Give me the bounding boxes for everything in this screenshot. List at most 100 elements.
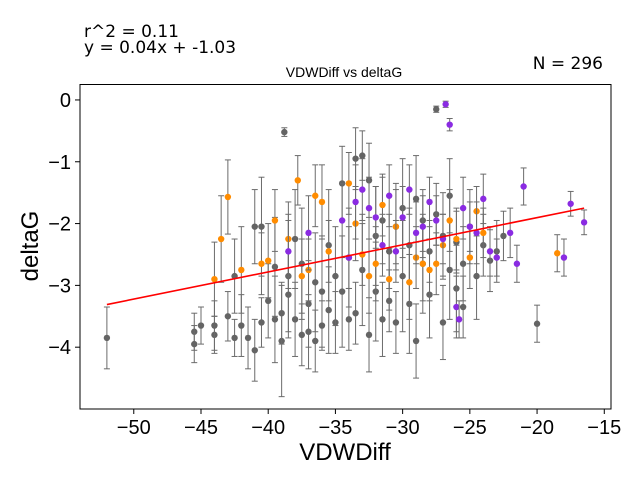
data-point: [291, 189, 299, 289]
point-marker: [399, 214, 406, 221]
point-marker: [493, 254, 500, 261]
data-point: [318, 300, 326, 351]
point-marker: [238, 266, 245, 274]
data-point: [455, 300, 463, 339]
point-marker: [191, 340, 198, 348]
point-marker: [359, 152, 366, 159]
point-marker: [406, 186, 413, 193]
data-point: [412, 303, 420, 379]
point-marker: [466, 254, 474, 261]
data-point: [433, 105, 440, 113]
data-point: [392, 219, 400, 283]
data-point: [251, 189, 258, 265]
data-point: [439, 213, 447, 265]
data-point: [224, 159, 232, 235]
point-marker: [379, 242, 386, 249]
point-marker: [271, 263, 279, 271]
data-point: [224, 291, 232, 342]
data-point: [352, 164, 359, 240]
data-point: [285, 213, 292, 289]
point-marker: [217, 235, 225, 243]
point-marker: [197, 322, 205, 329]
data-point: [271, 189, 279, 252]
point-marker: [251, 223, 258, 230]
data-point: [359, 158, 366, 221]
data-point: [251, 318, 258, 382]
point-marker: [385, 192, 393, 199]
x-tick-label: −15: [587, 417, 621, 439]
point-marker: [298, 272, 306, 280]
point-marker: [285, 248, 292, 255]
point-marker: [265, 257, 272, 264]
point-marker: [439, 319, 447, 326]
data-point: [412, 201, 420, 265]
point-marker: [325, 248, 332, 255]
data-point: [493, 238, 500, 277]
point-marker: [231, 334, 238, 342]
point-marker: [305, 328, 312, 335]
data-point: [359, 223, 366, 286]
point-marker: [455, 316, 463, 323]
point-marker: [211, 276, 218, 283]
data-point: [459, 275, 467, 339]
point-marker: [372, 260, 379, 267]
data-point: [513, 244, 521, 283]
point-marker: [352, 309, 359, 317]
data-point: [446, 117, 453, 132]
point-marker: [567, 200, 574, 207]
point-marker: [506, 229, 514, 237]
point-marker: [224, 313, 232, 320]
point-marker: [433, 217, 440, 224]
data-point: [419, 195, 426, 259]
point-marker: [446, 217, 453, 224]
data-point: [554, 234, 561, 273]
point-marker: [446, 266, 453, 274]
data-point: [480, 173, 487, 225]
point-marker: [338, 217, 346, 224]
point-marker: [359, 186, 366, 193]
data-points-layer: [103, 100, 588, 398]
data-point: [459, 176, 467, 240]
y-axis-label: deltaG: [17, 211, 44, 282]
r-squared-annotation: r^2 = 0.11: [84, 22, 179, 42]
y-tick-label: −1: [48, 152, 71, 174]
point-marker: [318, 288, 326, 295]
data-point: [567, 190, 574, 217]
point-marker: [285, 291, 292, 298]
point-marker: [459, 260, 467, 267]
x-tick-label: −50: [117, 417, 151, 439]
point-marker: [426, 266, 433, 274]
point-marker: [453, 303, 460, 311]
point-marker: [318, 198, 326, 206]
data-point: [305, 195, 312, 271]
point-marker: [412, 195, 420, 203]
point-marker: [446, 121, 453, 128]
chart-title: VDWDiff vs deltaG: [286, 64, 402, 80]
data-point: [325, 219, 332, 283]
data-point: [372, 185, 379, 249]
point-marker: [453, 235, 460, 243]
data-point: [533, 304, 541, 343]
data-point: [338, 182, 346, 259]
point-marker: [224, 193, 232, 201]
fit-line-layer: [106, 207, 585, 306]
data-point: [379, 281, 386, 357]
point-marker: [560, 254, 568, 261]
data-point: [473, 201, 480, 265]
point-marker: [281, 128, 288, 136]
point-marker: [466, 223, 474, 230]
data-point: [500, 210, 507, 262]
y-tick-label: −4: [48, 337, 71, 359]
data-point: [345, 151, 353, 215]
data-point: [385, 247, 393, 311]
point-marker: [312, 337, 319, 345]
data-point: [258, 297, 265, 348]
point-marker: [412, 229, 420, 237]
data-point: [318, 164, 326, 240]
data-point: [365, 176, 373, 240]
data-point: [442, 100, 449, 108]
data-point: [446, 189, 453, 252]
point-marker: [580, 219, 588, 226]
point-marker: [271, 316, 279, 323]
